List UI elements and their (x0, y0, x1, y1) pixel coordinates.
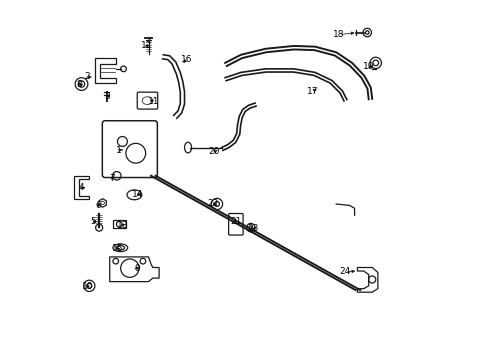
Text: 7: 7 (109, 174, 115, 183)
Text: 12: 12 (141, 41, 152, 50)
Text: 15: 15 (112, 244, 123, 253)
Text: 3: 3 (104, 91, 110, 100)
Text: 13: 13 (117, 221, 128, 230)
Text: 2: 2 (84, 72, 90, 81)
Text: 14: 14 (132, 190, 143, 199)
Text: 17: 17 (306, 87, 317, 96)
Text: 16: 16 (180, 55, 192, 64)
Text: 5: 5 (90, 217, 96, 226)
Bar (113, 220, 125, 228)
Text: 9: 9 (134, 264, 140, 273)
Text: 6: 6 (95, 201, 101, 210)
Text: 21: 21 (229, 217, 241, 226)
Text: 18: 18 (333, 30, 344, 39)
Text: 10: 10 (81, 282, 93, 291)
Text: 22: 22 (207, 199, 219, 208)
Text: 8: 8 (76, 80, 82, 89)
Text: 11: 11 (147, 97, 159, 106)
Text: 23: 23 (247, 224, 259, 233)
Text: 19: 19 (362, 62, 374, 71)
Text: 20: 20 (208, 147, 220, 156)
Text: 4: 4 (79, 183, 84, 192)
Text: 24: 24 (339, 267, 350, 276)
Text: 1: 1 (116, 145, 122, 154)
